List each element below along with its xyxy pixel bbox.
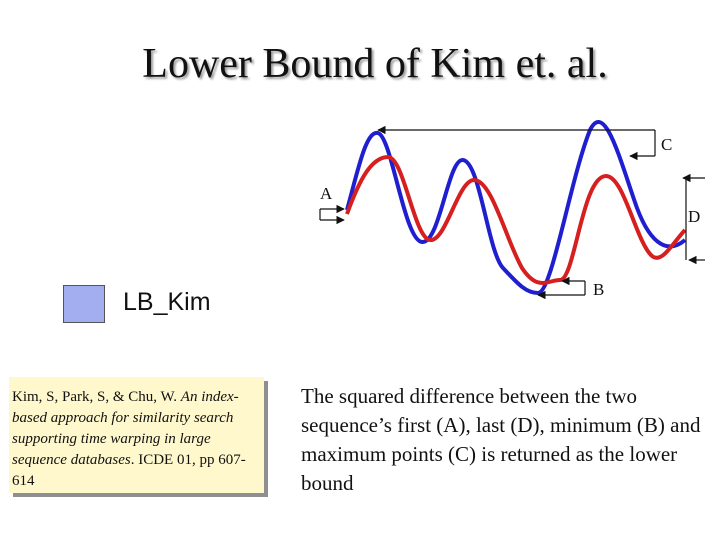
label-b: B bbox=[593, 280, 604, 299]
citation-authors: Kim, S, Park, S, & Chu, W. bbox=[12, 389, 178, 405]
citation-box: Kim, S, Park, S, & Chu, W. An index-base… bbox=[9, 377, 264, 493]
blue-sequence-line bbox=[345, 120, 687, 296]
label-c: C bbox=[661, 135, 672, 154]
label-d: D bbox=[688, 207, 700, 226]
citation-venue: . ICDE 01, pp 607-614 bbox=[12, 452, 246, 489]
citation-title: An index-based approach for similarity s… bbox=[12, 389, 239, 468]
red-sequence-line bbox=[345, 154, 687, 285]
lb-kim-legend-swatch bbox=[63, 285, 105, 323]
description-text: The squared difference between the two s… bbox=[301, 384, 701, 495]
lb-kim-legend-label: LB_Kim bbox=[123, 288, 211, 316]
slide-title: Lower Bound of Kim et. al. bbox=[142, 41, 608, 87]
label-a: A bbox=[320, 184, 333, 203]
